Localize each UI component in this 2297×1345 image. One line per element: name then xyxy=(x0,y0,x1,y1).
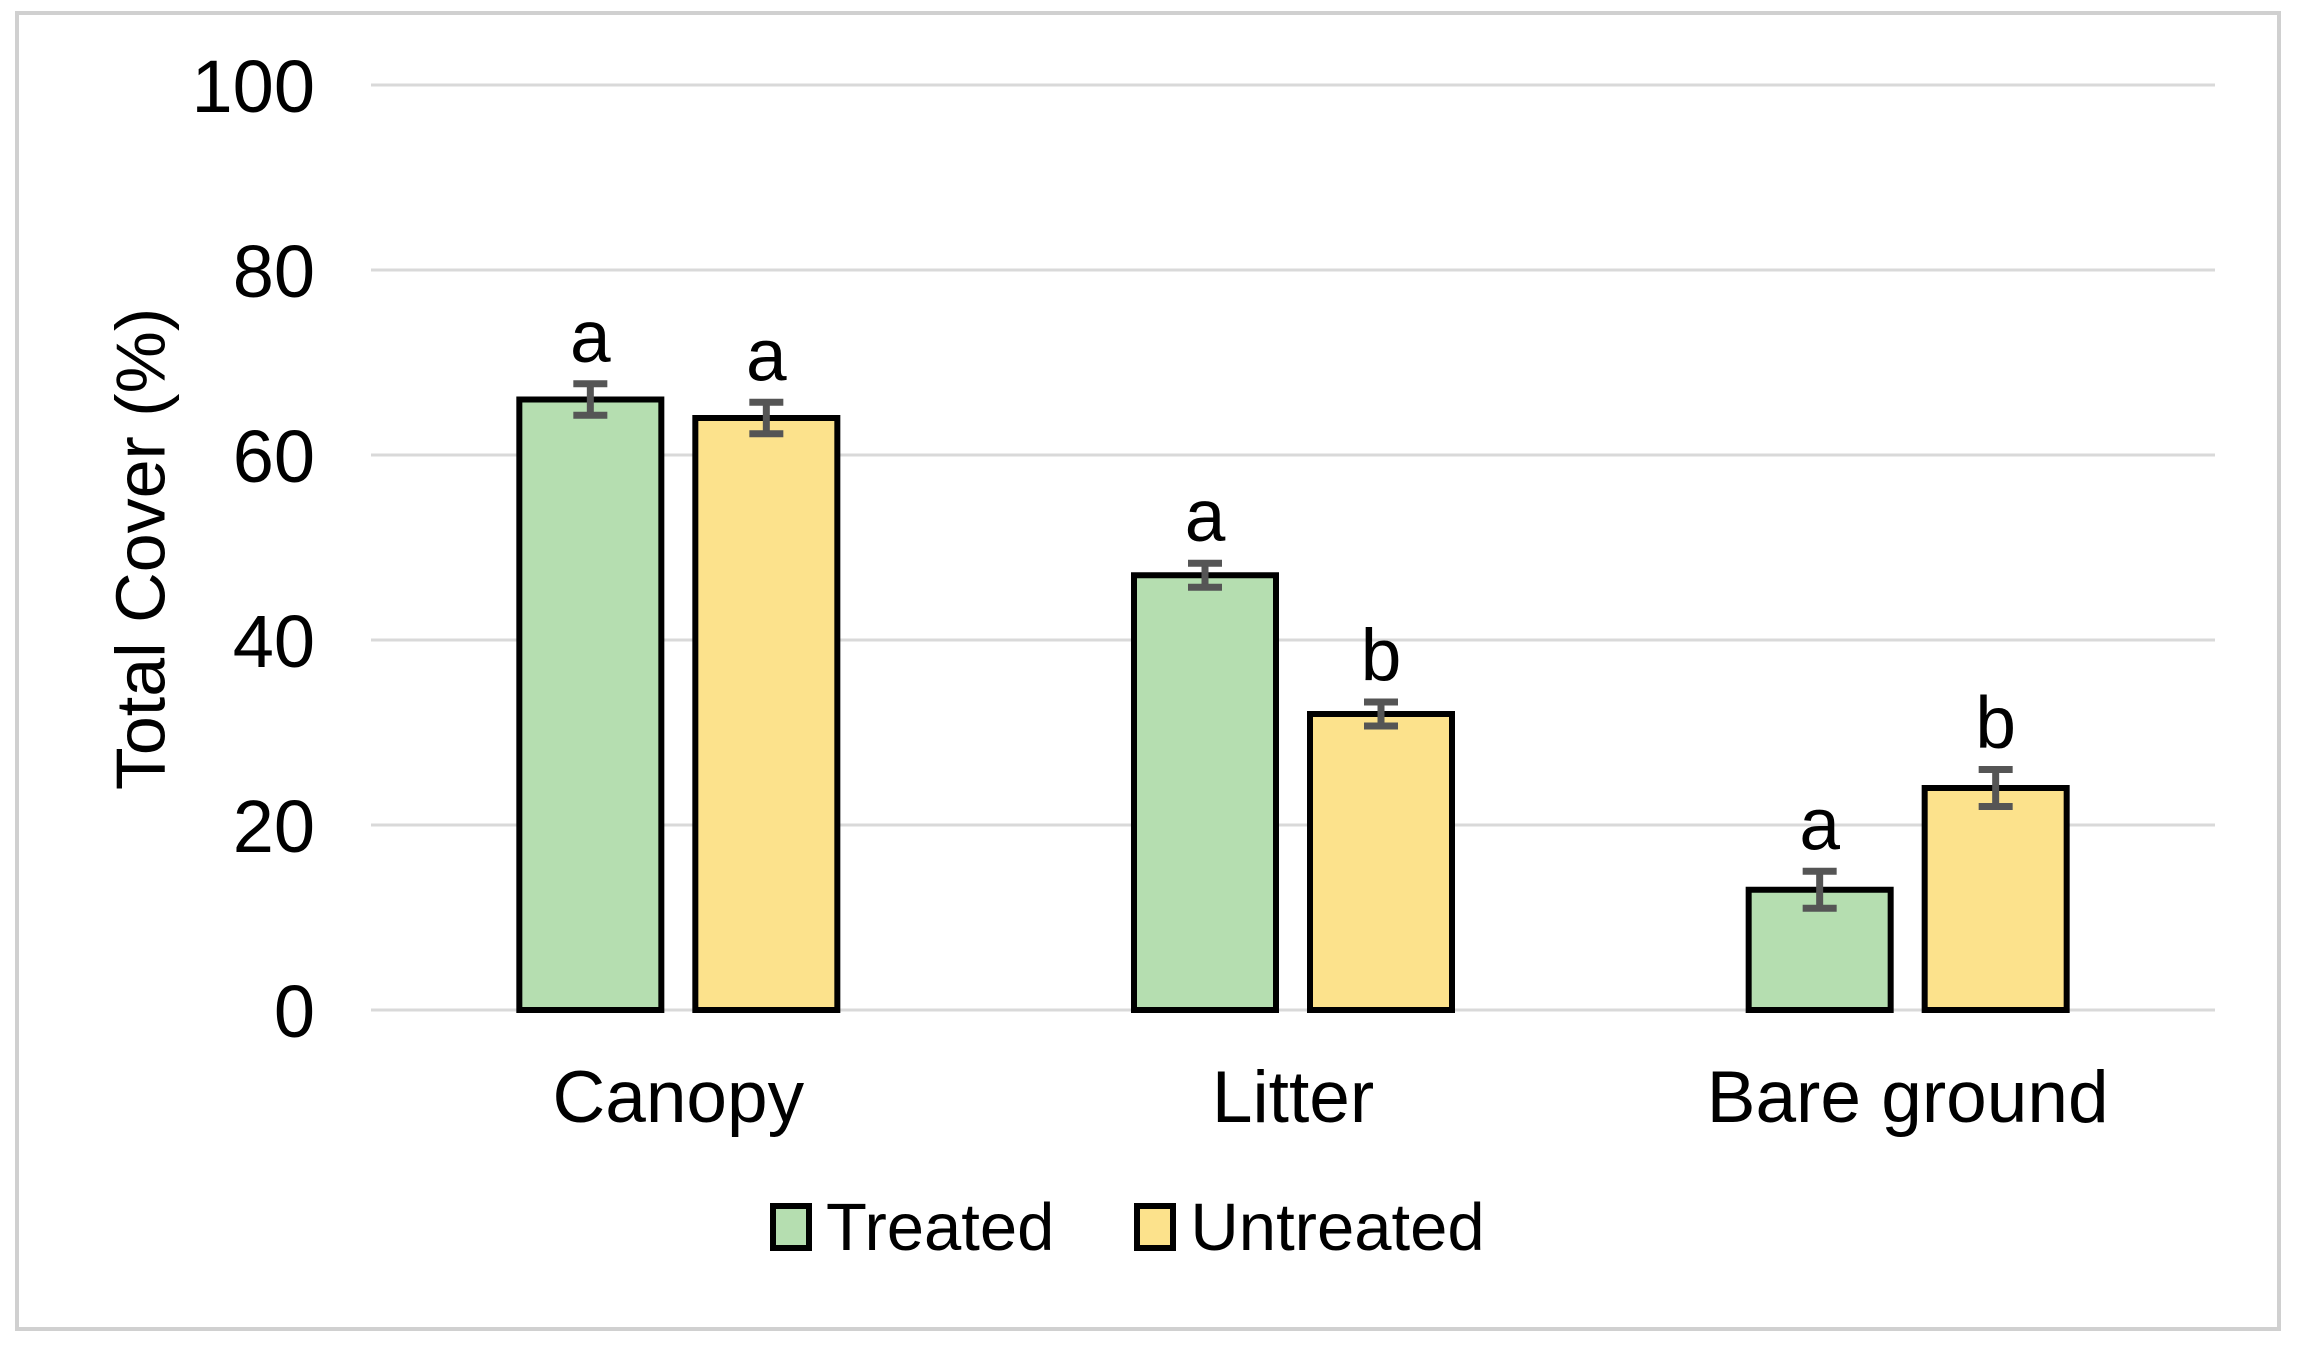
x-category-label-bare-ground: Bare ground xyxy=(1707,1057,2109,1138)
significance-letter-canopy-untreated: a xyxy=(746,315,787,396)
x-category-label-litter: Litter xyxy=(1212,1057,1374,1138)
y-tick-label-100: 100 xyxy=(192,45,315,128)
y-tick-label-60: 60 xyxy=(233,415,315,498)
y-tick-label-20: 20 xyxy=(233,785,315,868)
legend-swatch-untreated xyxy=(1134,1203,1177,1251)
bar-bare-ground-untreated xyxy=(1921,785,2070,1013)
significance-letter-canopy-treated: a xyxy=(570,297,611,378)
bar-litter-untreated xyxy=(1307,711,1455,1013)
legend-item-untreated: Untreated xyxy=(1134,1189,1485,1266)
significance-letter-litter-untreated: b xyxy=(1361,615,1402,696)
significance-letter-litter-treated: a xyxy=(1185,476,1226,557)
legend-label-treated: Treated xyxy=(826,1189,1055,1265)
y-tick-label-80: 80 xyxy=(233,230,315,313)
legend-label-untreated: Untreated xyxy=(1190,1189,1485,1265)
x-category-label-canopy: Canopy xyxy=(553,1057,805,1138)
significance-letter-bare-ground-untreated: b xyxy=(1975,683,2016,764)
bar-litter-treated xyxy=(1131,572,1279,1013)
bar-canopy-untreated xyxy=(692,415,841,1013)
y-axis-title: Total Cover (%) xyxy=(101,307,180,791)
y-tick-label-40: 40 xyxy=(233,600,315,683)
significance-letter-bare-ground-treated: a xyxy=(1799,784,1840,865)
legend: Treated Untreated xyxy=(770,1190,1485,1265)
bar-canopy-treated xyxy=(516,396,665,1013)
y-tick-label-0: 0 xyxy=(274,970,315,1053)
legend-item-treated: Treated xyxy=(770,1189,1054,1266)
legend-swatch-treated xyxy=(770,1203,812,1251)
